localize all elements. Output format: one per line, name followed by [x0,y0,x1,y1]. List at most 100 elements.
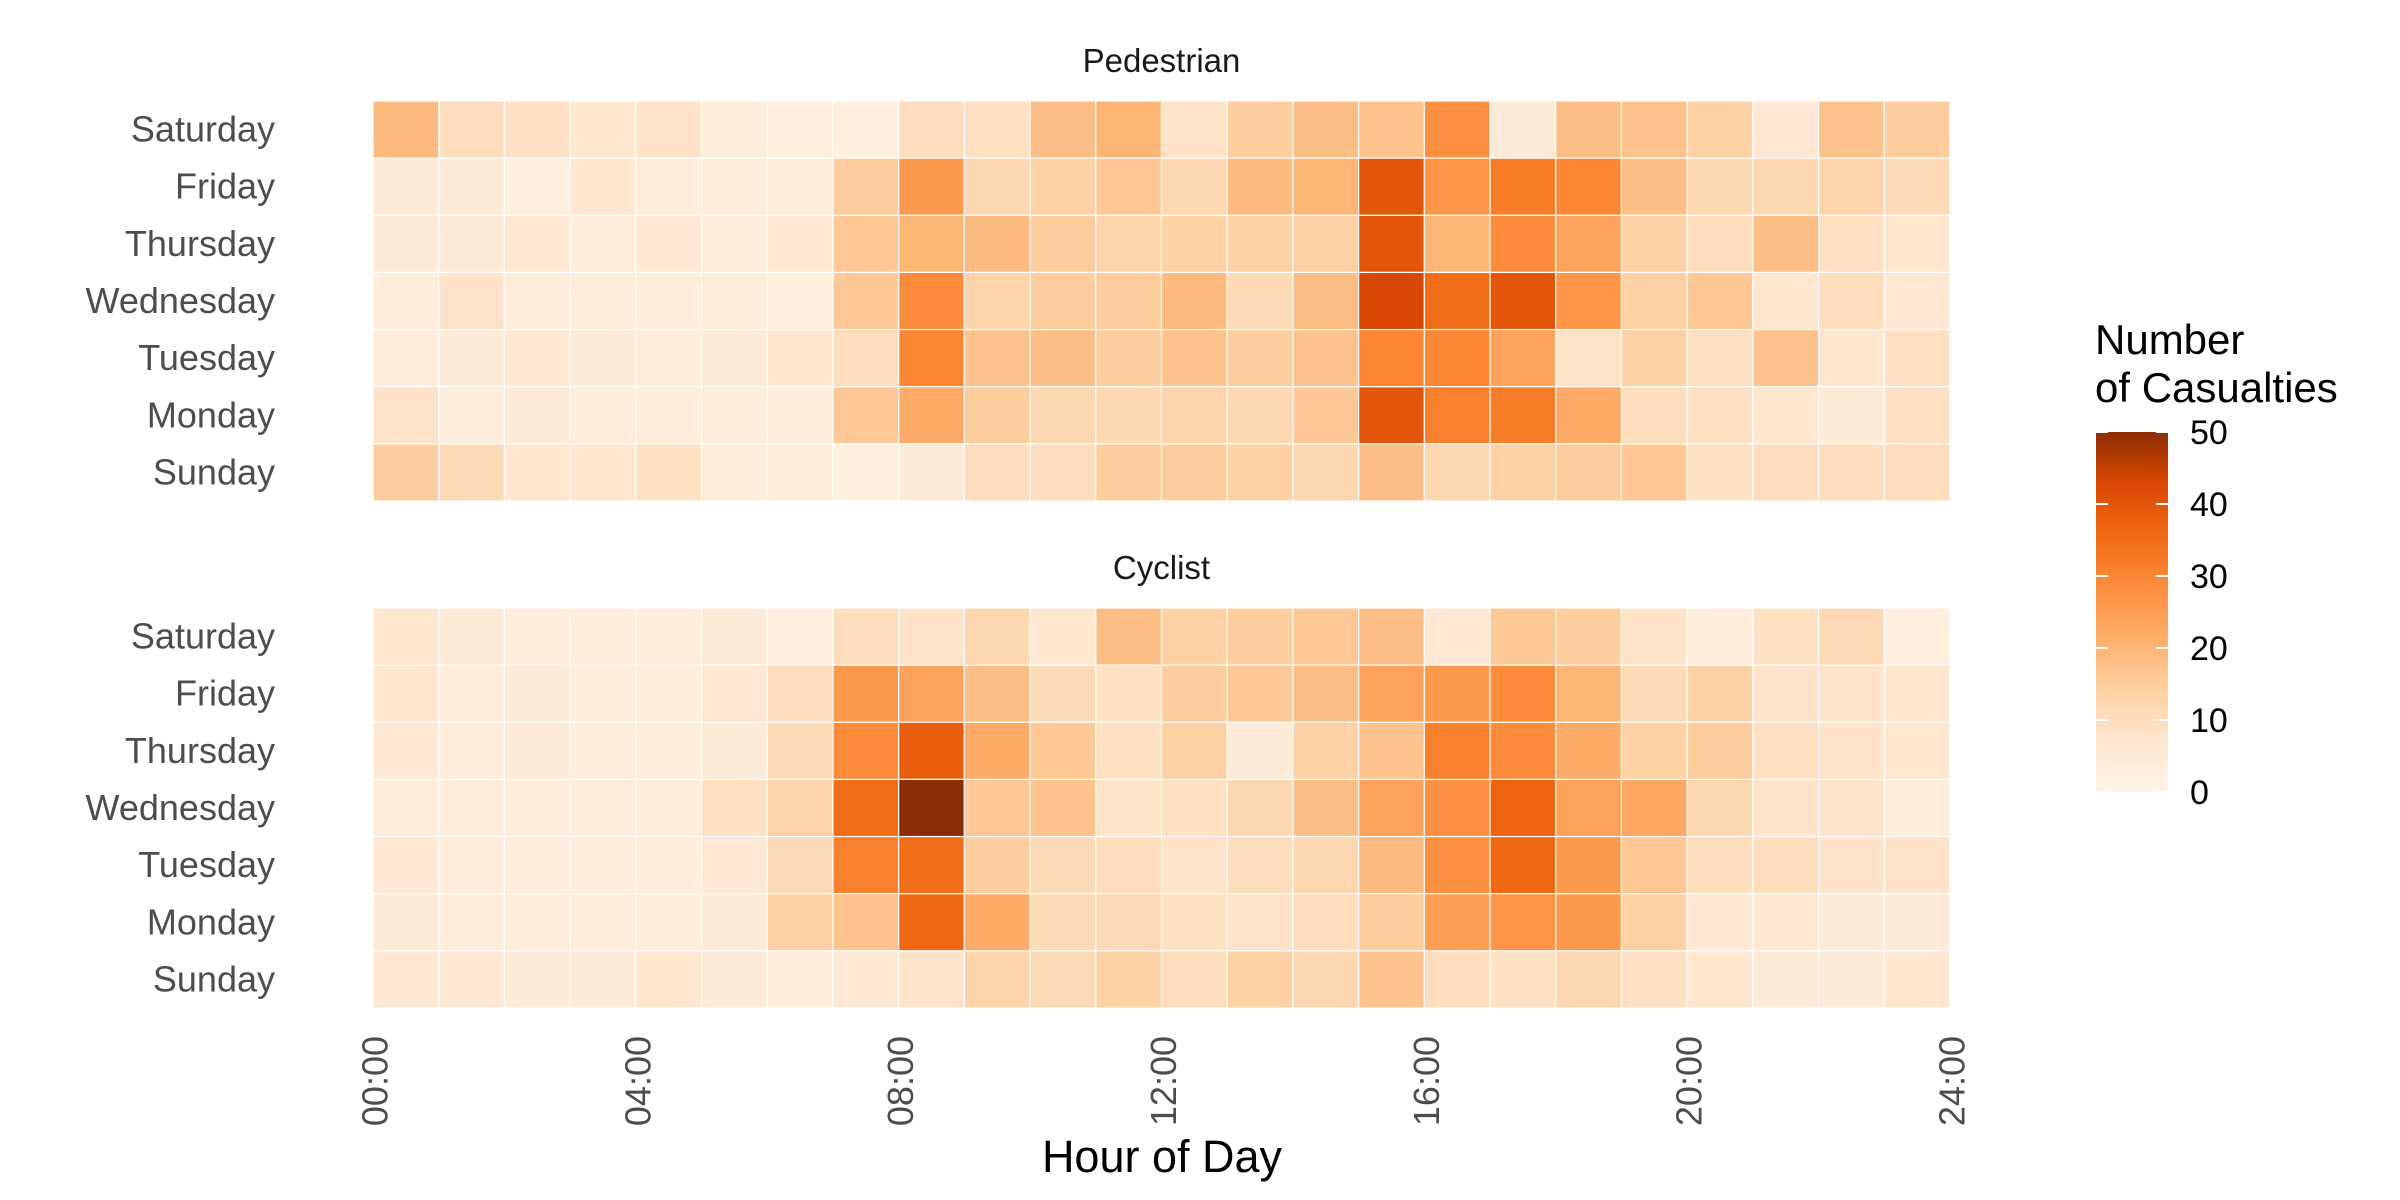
heatmap-cell [1029,893,1097,952]
heatmap-cell [1358,664,1425,723]
heatmap-cell [438,386,506,445]
heatmap-cell [1226,721,1294,781]
heatmap-cell [1358,443,1425,502]
heatmap-cell [1883,157,1951,216]
heatmap-cell [1817,835,1885,895]
heatmap-cell [569,835,637,895]
y-tick-label: Sunday [153,958,275,999]
x-tick-label: 04:00 [617,1036,658,1126]
heatmap-cell [1752,721,1820,781]
heatmap-cell [1226,664,1294,723]
heatmap-cell [1358,721,1425,781]
heatmap-cell [1095,607,1163,666]
heatmap-cell [832,607,900,666]
x-axis-label: Hour of Day [1042,1131,1283,1182]
heatmap-cell [1029,328,1097,388]
heatmap-cell [1489,778,1557,838]
y-tick-label: Saturday [131,616,275,657]
heatmap-cell [1489,157,1557,216]
heatmap-cell [700,443,768,502]
heatmap-cell [1686,950,1754,1009]
heatmap-cell [1555,664,1623,723]
heatmap-cell [503,664,571,723]
heatmap-cell [1686,664,1754,723]
heatmap-cell [1095,664,1163,723]
heatmap-cell [898,778,965,838]
heatmap-cell [766,950,834,1009]
heatmap-cell [1752,271,1820,331]
heatmap-cell [503,214,571,274]
heatmap-cell [372,607,440,666]
x-tick-label: 00:00 [355,1036,396,1126]
heatmap-cell [569,893,637,952]
heatmap-cell [766,721,834,781]
heatmap-cell [1095,328,1163,388]
heatmap-cell [700,328,768,388]
heatmap-cell [372,893,440,952]
heatmap-cell [569,386,637,445]
heatmap-cell [963,664,1031,723]
legend-tick-label: 50 [2190,414,2228,452]
heatmap-cell [898,328,965,388]
heatmap-cell [1095,386,1163,445]
heatmap-cell [1292,778,1360,838]
heatmap-cell [1620,271,1688,331]
heatmap-cell [1489,214,1557,274]
heatmap-cell [1883,721,1951,781]
heatmap-cell [1160,893,1228,952]
heatmap-cell [700,893,768,952]
heatmap-cell [1292,100,1360,159]
heatmap-cell [832,664,900,723]
heatmap-cell [1686,157,1754,216]
heatmap-cell [766,893,834,952]
heatmap-cell [1423,443,1491,502]
heatmap-cell [700,664,768,723]
y-tick-label: Thursday [125,223,275,264]
heatmap-cell [1817,386,1885,445]
heatmap-cell [569,607,637,666]
heatmap-cell [1160,328,1228,388]
heatmap-cell [438,607,506,666]
heatmap-cell [1226,271,1294,331]
heatmap-cell [1883,950,1951,1009]
heatmap-cell [1489,607,1557,666]
heatmap-cell [438,271,506,331]
heatmap-cell [569,100,637,159]
heatmap-cell [1095,271,1163,331]
heatmap-cell [1423,778,1491,838]
y-tick-label: Friday [175,673,275,714]
heatmap-cell [1752,950,1820,1009]
heatmap-cell [1358,950,1425,1009]
heatmap-cell [635,271,703,331]
heatmap-cell [1029,950,1097,1009]
heatmap-cell [569,271,637,331]
heatmap-cell [1620,893,1688,952]
heatmap-cell [1686,271,1754,331]
heatmap-cell [635,778,703,838]
heatmap-cell [898,893,965,952]
heatmap-cell [1620,157,1688,216]
heatmap-cell [1817,950,1885,1009]
heatmap-cell [1620,386,1688,445]
heatmap-cell [1883,664,1951,723]
heatmap-cell [1095,835,1163,895]
heatmap-cell [1358,328,1425,388]
heatmap-cell [1555,607,1623,666]
heatmap-cell [1555,214,1623,274]
heatmap-cell [1423,721,1491,781]
heatmap-cell [1817,664,1885,723]
heatmap-cell [963,893,1031,952]
heatmap-cell [1029,721,1097,781]
heatmap-cell [569,664,637,723]
heatmap-cell [1555,443,1623,502]
heatmap-cell [1489,271,1557,331]
heatmap-cell [832,328,900,388]
heatmap-cell [766,386,834,445]
heatmap-cell [1029,100,1097,159]
legend-tick-label: 40 [2190,486,2228,524]
heatmap-cell [898,214,965,274]
heatmap-cell [832,721,900,781]
heatmap-cell [372,328,440,388]
heatmap-cell [1423,328,1491,388]
heatmap-cell [898,950,965,1009]
